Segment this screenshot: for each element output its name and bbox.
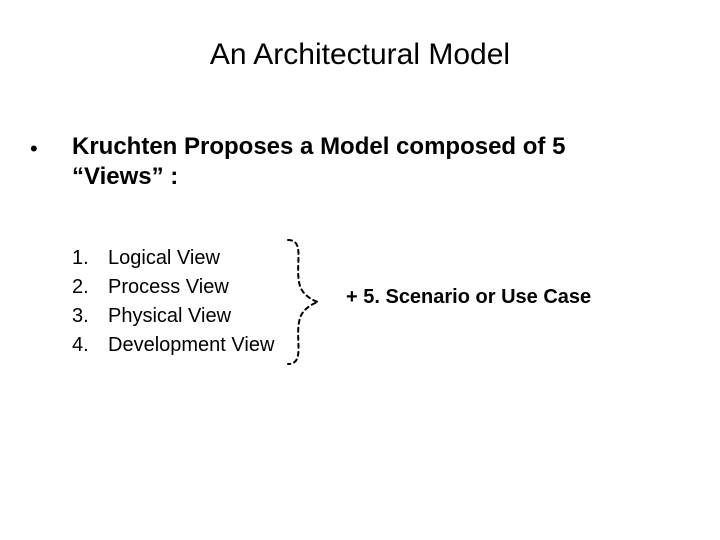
views-list: 1. Logical View 2. Process View 3. Physi… — [72, 244, 274, 360]
list-item: 1. Logical View — [72, 244, 274, 273]
list-item-number: 1. — [72, 244, 108, 273]
list-item: 2. Process View — [72, 273, 274, 302]
list-item-number: 2. — [72, 273, 108, 302]
list-item-label: Development View — [108, 331, 274, 360]
list-item: 3. Physical View — [72, 302, 274, 331]
lead-text: Kruchten Proposes a Model composed of 5 … — [72, 132, 632, 192]
list-item: 4. Development View — [72, 331, 274, 360]
list-item-label: Logical View — [108, 244, 220, 273]
plus-scenario-text: + 5. Scenario or Use Case — [346, 286, 591, 309]
lead-bullet: • — [30, 136, 38, 162]
brace-path — [288, 240, 318, 364]
list-item-label: Physical View — [108, 302, 231, 331]
list-item-number: 4. — [72, 331, 108, 360]
curly-brace-icon — [282, 236, 322, 368]
slide-title: An Architectural Model — [0, 38, 720, 72]
slide: An Architectural Model • Kruchten Propos… — [0, 0, 720, 540]
list-item-number: 3. — [72, 302, 108, 331]
list-item-label: Process View — [108, 273, 229, 302]
